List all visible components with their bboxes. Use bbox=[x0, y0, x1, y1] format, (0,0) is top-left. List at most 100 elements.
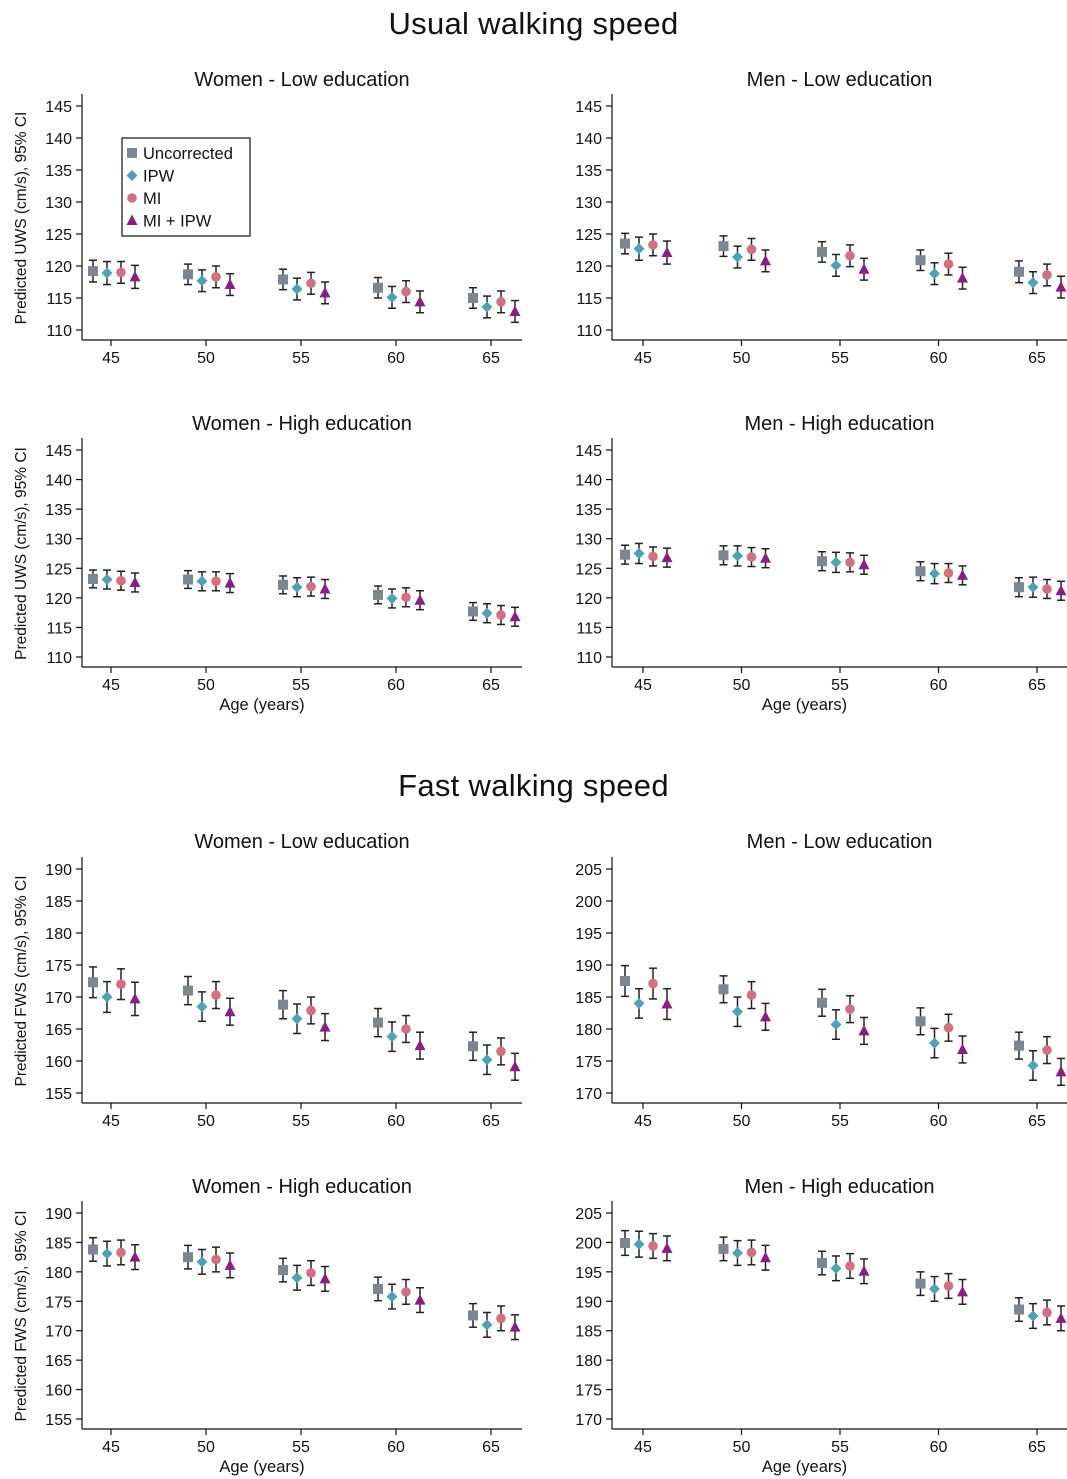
point-uncorrected bbox=[468, 1041, 478, 1052]
point-mi bbox=[211, 576, 221, 587]
point-mi bbox=[943, 1022, 954, 1033]
point-uncorrected bbox=[278, 1265, 288, 1276]
y-tick-label: 135 bbox=[45, 502, 72, 519]
point-mi-ipw bbox=[414, 295, 426, 307]
x-tick-label: 55 bbox=[292, 677, 310, 694]
point-ipw bbox=[1027, 1059, 1039, 1071]
y-tick-label: 175 bbox=[575, 1054, 602, 1071]
point-mi-ipw bbox=[858, 558, 870, 570]
panel-title: Women - Low education bbox=[194, 69, 409, 91]
point-ipw bbox=[386, 592, 398, 604]
point-ipw bbox=[291, 283, 303, 295]
x-tick-label: 55 bbox=[292, 1439, 310, 1456]
y-tick-label: 125 bbox=[575, 561, 602, 578]
legend-marker bbox=[126, 170, 138, 181]
point-ipw bbox=[196, 275, 208, 287]
point-mi bbox=[211, 1254, 221, 1265]
x-tick-label: 50 bbox=[733, 350, 751, 367]
y-tick-label: 170 bbox=[575, 1086, 602, 1103]
point-uncorrected bbox=[183, 574, 193, 585]
point-uncorrected bbox=[915, 566, 926, 577]
point-ipw bbox=[291, 581, 303, 593]
x-tick-label: 60 bbox=[387, 350, 405, 367]
point-ipw bbox=[101, 991, 113, 1003]
y-tick-label: 110 bbox=[576, 650, 602, 667]
x-tick-label: 65 bbox=[482, 1113, 500, 1130]
point-uncorrected bbox=[468, 1310, 478, 1321]
x-tick-label: 55 bbox=[831, 1113, 849, 1130]
x-tick-label: 45 bbox=[634, 350, 652, 367]
point-mi-ipw bbox=[1055, 584, 1067, 596]
point-uncorrected bbox=[278, 999, 288, 1010]
x-tick-label: 60 bbox=[930, 1113, 948, 1130]
x-tick-label: 45 bbox=[102, 1439, 120, 1456]
point-mi-ipw bbox=[957, 1043, 968, 1054]
point-uncorrected bbox=[1014, 1304, 1024, 1315]
point-mi bbox=[306, 278, 316, 289]
point-uncorrected bbox=[915, 1278, 926, 1289]
x-tick-label: 50 bbox=[733, 1113, 751, 1130]
x-axis-label: Age (years) bbox=[219, 696, 304, 714]
point-mi-ipw bbox=[319, 286, 331, 298]
y-tick-label: 155 bbox=[45, 1412, 72, 1429]
point-mi bbox=[943, 1281, 954, 1291]
point-mi-ipw bbox=[509, 610, 521, 622]
panel-title: Women - High education bbox=[192, 1176, 412, 1198]
y-tick-label: 115 bbox=[576, 620, 602, 637]
y-tick-label: 190 bbox=[575, 958, 602, 975]
point-ipw bbox=[386, 291, 398, 303]
point-mi-ipw bbox=[760, 1251, 771, 1263]
y-tick-label: 190 bbox=[45, 1206, 72, 1223]
point-mi-ipw bbox=[129, 1251, 141, 1262]
y-tick-label: 165 bbox=[45, 1022, 72, 1039]
point-uncorrected bbox=[88, 1244, 98, 1255]
point-uncorrected bbox=[620, 976, 630, 986]
point-ipw bbox=[481, 1054, 493, 1066]
y-tick-label: 115 bbox=[46, 291, 72, 308]
point-uncorrected bbox=[718, 241, 729, 252]
x-tick-label: 50 bbox=[197, 350, 215, 367]
legend-label: IPW bbox=[143, 168, 175, 186]
point-ipw bbox=[732, 1247, 743, 1259]
panel-title: Men - High education bbox=[744, 1176, 934, 1198]
x-tick-label: 45 bbox=[634, 1439, 652, 1456]
y-tick-label: 135 bbox=[575, 163, 602, 180]
point-mi-ipw bbox=[760, 552, 771, 563]
point-ipw bbox=[830, 1262, 842, 1274]
point-uncorrected bbox=[468, 293, 478, 303]
legend-box bbox=[121, 137, 251, 237]
point-ipw bbox=[291, 1013, 303, 1025]
point-uncorrected bbox=[817, 1258, 827, 1269]
y-tick-label: 140 bbox=[45, 131, 72, 148]
point-mi-ipw bbox=[129, 992, 141, 1004]
point-mi bbox=[845, 1004, 855, 1014]
y-tick-label: 130 bbox=[45, 532, 72, 549]
point-mi-ipw bbox=[509, 1321, 521, 1332]
point-mi-ipw bbox=[319, 1272, 331, 1284]
point-ipw bbox=[732, 550, 743, 562]
legend-marker bbox=[127, 148, 137, 158]
point-mi bbox=[746, 1247, 757, 1258]
y-tick-label: 180 bbox=[575, 1022, 602, 1039]
point-uncorrected bbox=[373, 589, 383, 600]
x-axis-label: Age (years) bbox=[762, 696, 847, 714]
x-tick-label: 45 bbox=[634, 1113, 652, 1130]
panel-1: Women - Low education 110 115 120 125 130 135 1… bbox=[13, 69, 522, 367]
point-uncorrected bbox=[620, 1238, 630, 1249]
y-tick-label: 120 bbox=[575, 591, 602, 608]
panel-8: Men - High education 170 175 180 185 190 195 20… bbox=[575, 1176, 1067, 1476]
point-ipw bbox=[196, 1001, 208, 1013]
point-mi-ipw bbox=[858, 263, 870, 274]
point-ipw bbox=[101, 574, 113, 586]
point-ipw bbox=[1027, 277, 1039, 289]
point-mi bbox=[116, 575, 126, 586]
point-mi bbox=[401, 592, 411, 603]
x-tick-label: 60 bbox=[930, 677, 948, 694]
section-title-fast: Fast walking speed bbox=[398, 768, 669, 803]
point-uncorrected bbox=[620, 549, 630, 560]
x-tick-label: 60 bbox=[930, 350, 948, 367]
x-tick-label: 60 bbox=[930, 1439, 948, 1456]
y-tick-label: 195 bbox=[575, 1265, 602, 1282]
point-mi bbox=[116, 267, 126, 278]
